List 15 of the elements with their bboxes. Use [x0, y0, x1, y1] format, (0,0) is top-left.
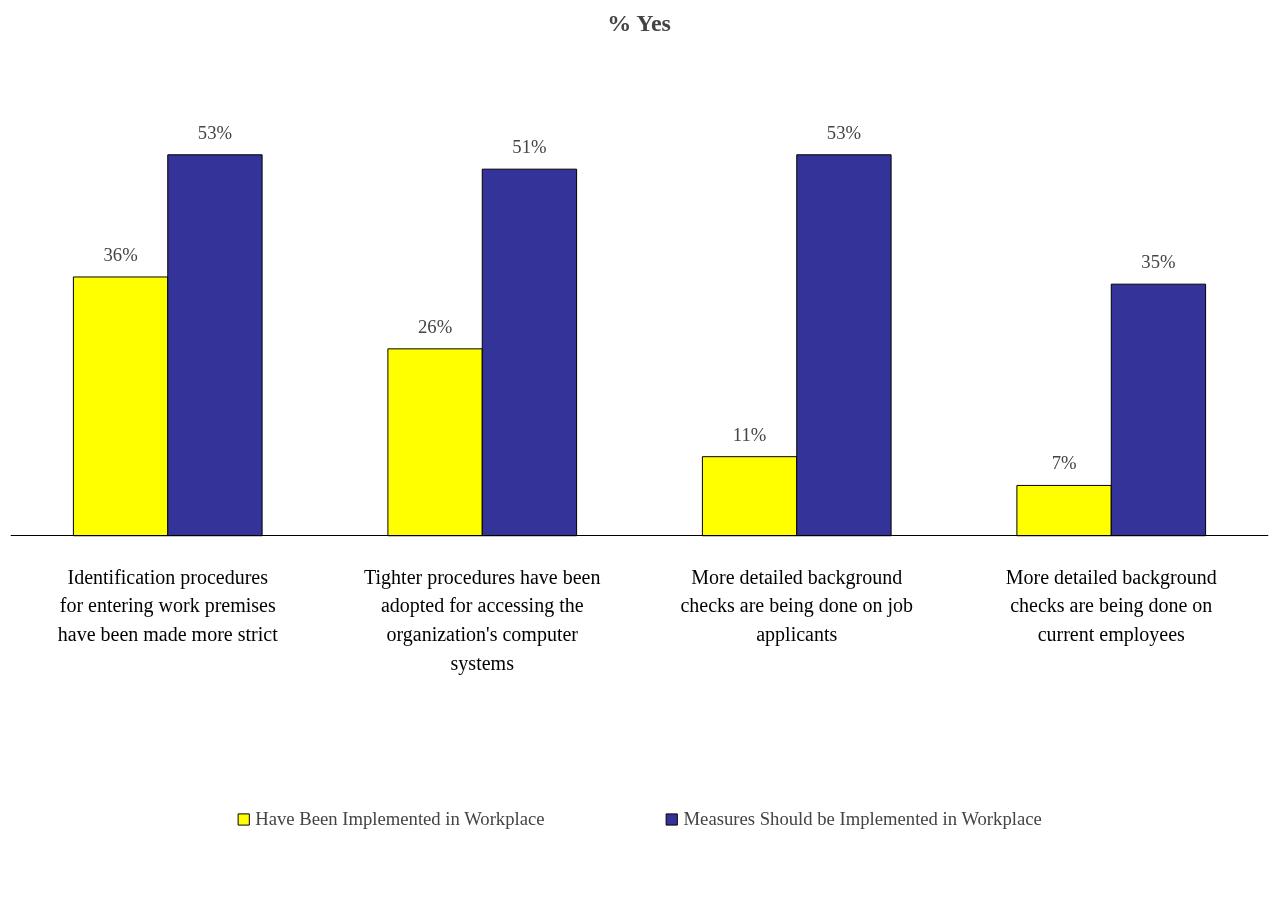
chart-title: % Yes — [607, 9, 671, 36]
data-label: 7% — [1051, 452, 1077, 474]
x-tick-label: Identification procedures for entering work premises have been made more strict — [57, 565, 279, 645]
data-label: 53% — [826, 121, 862, 143]
data-label: 51% — [512, 136, 547, 158]
legend-label: Measures Should be Implemented in Workplace — [683, 808, 1042, 830]
data-label: 35% — [1141, 251, 1176, 273]
x-tick-label: More detailed background checks are being done on current employees — [1005, 565, 1217, 646]
data-label: 36% — [103, 243, 138, 265]
data-label: 53% — [197, 121, 233, 143]
x-tick-label: More detailed background checks are being done on job applicants — [680, 565, 914, 646]
data-label: 11% — [732, 423, 767, 445]
data-label: 26% — [417, 315, 453, 337]
legend-label: Have Been Implemented in Workplace — [255, 808, 545, 830]
x-tick-label: Tighter procedures have been adopted for accessing the organization's computer systems — [364, 565, 601, 675]
